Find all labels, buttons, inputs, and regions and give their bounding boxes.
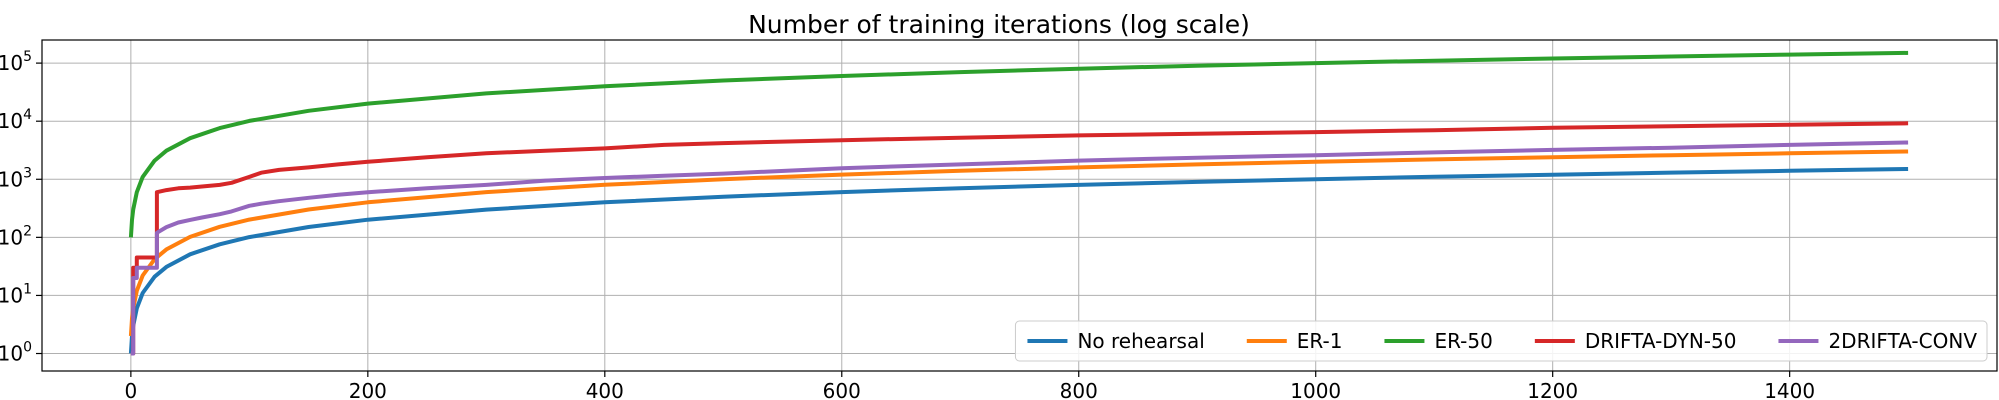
- x-tick-label: 600: [823, 379, 861, 400]
- series-line-3: [128, 50, 1909, 238]
- y-tick-label: 104: [0, 107, 32, 133]
- legend-label-2: ER-1: [1297, 329, 1343, 353]
- plot-frame: [41, 39, 1998, 372]
- grid: [42, 40, 1997, 371]
- x-tick-label: 400: [586, 379, 624, 400]
- legend-label-4: DRIFTA-DYN-50: [1585, 329, 1737, 353]
- series-line-5: [130, 140, 1909, 356]
- x-tick-label: 1000: [1290, 379, 1341, 400]
- x-tick-label: 200: [349, 379, 387, 400]
- y-tick-label: 105: [0, 49, 32, 75]
- series-group: [128, 50, 1909, 356]
- chart-title: Number of training iterations (log scale…: [748, 10, 1250, 39]
- x-tick-label: 1200: [1527, 379, 1578, 400]
- series-line-2: [128, 149, 1909, 337]
- y-tick-label: 102: [0, 223, 32, 249]
- legend-box: [1014, 320, 1988, 362]
- y-tick-label: 101: [0, 281, 32, 307]
- y-axis: 100 101 102 103 104 105: [0, 49, 42, 366]
- series-line-1: [128, 167, 1909, 354]
- legend-label-1: No rehearsal: [1077, 329, 1204, 353]
- x-tick-label: 800: [1060, 379, 1098, 400]
- x-tick-label: 1400: [1764, 379, 1815, 400]
- series-line-4: [130, 121, 1909, 356]
- x-tick-label: 0: [124, 379, 137, 400]
- y-tick-label: 103: [0, 165, 32, 191]
- legend: No rehearsal ER-1 ER-50 DRIFTA-DYN-50 2DRIFT…: [1014, 320, 1988, 362]
- legend-label-3: ER-50: [1434, 329, 1492, 353]
- x-axis: 0 200 400 600 800 1000 1200 1400: [124, 371, 1815, 400]
- y-tick-label: 100: [0, 340, 32, 366]
- legend-label-5: 2DRIFTA-CONV: [1828, 329, 1977, 353]
